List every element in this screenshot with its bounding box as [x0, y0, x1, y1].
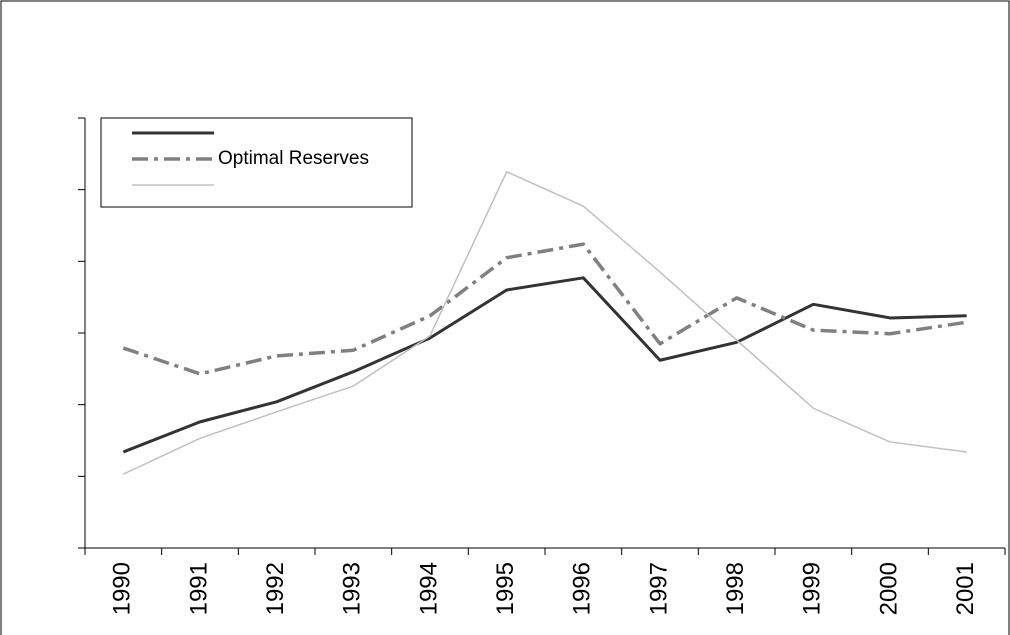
x-tick-label: 1997: [645, 562, 672, 615]
x-tick-label: 1994: [415, 562, 442, 615]
x-tick-label: 1993: [339, 562, 366, 615]
x-tick-label: 1990: [109, 562, 136, 615]
series-line: [123, 171, 967, 475]
series-line: [122, 242, 967, 376]
x-tick-label: 1996: [569, 562, 596, 615]
x-tick-label: 1992: [262, 562, 289, 615]
x-tick-label: 1995: [492, 562, 519, 615]
x-tick-label: 1991: [185, 562, 212, 615]
x-tick-label: 1998: [722, 562, 749, 615]
x-tick-label: 2000: [875, 562, 902, 615]
series-line: [122, 276, 967, 454]
x-tick-label: 1999: [799, 562, 826, 615]
x-tick-label: 2001: [952, 562, 979, 615]
legend-label: Optimal Reserves: [218, 148, 369, 169]
